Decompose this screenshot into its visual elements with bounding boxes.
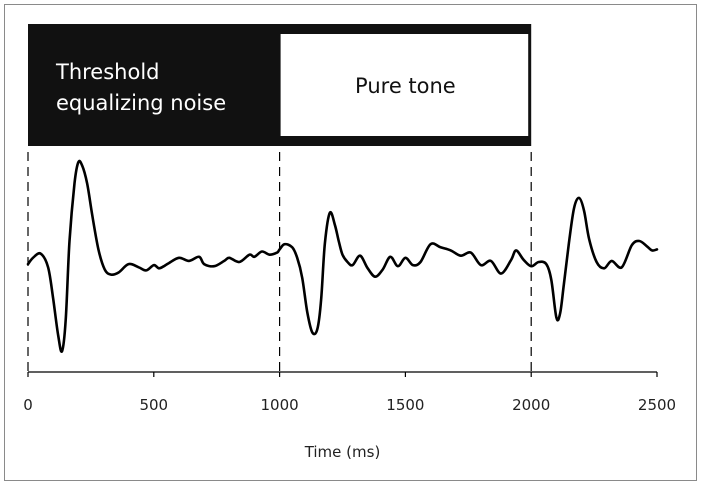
- stimulus-bar: Threshold equalizing noise Pure tone: [28, 24, 532, 146]
- x-axis-label: Time (ms): [304, 443, 381, 461]
- x-tick-label-2500: 2500: [638, 396, 676, 414]
- x-tick-label-0: 0: [23, 396, 33, 414]
- onset-markers: [27, 152, 532, 372]
- x-tick-label-1000: 1000: [261, 396, 299, 414]
- waveform-line: [26, 159, 659, 354]
- x-tick-label-2000: 2000: [512, 396, 550, 414]
- x-ticks: 0 500 1000 1500 2000 2500: [23, 372, 676, 414]
- noise-label-line2: equalizing noise: [56, 91, 226, 115]
- noise-label-line1: Threshold: [55, 60, 160, 84]
- tone-block: [280, 34, 529, 136]
- tone-label: Pure tone: [355, 74, 456, 98]
- x-tick-label-1500: 1500: [386, 396, 424, 414]
- x-tick-label-500: 500: [139, 396, 168, 414]
